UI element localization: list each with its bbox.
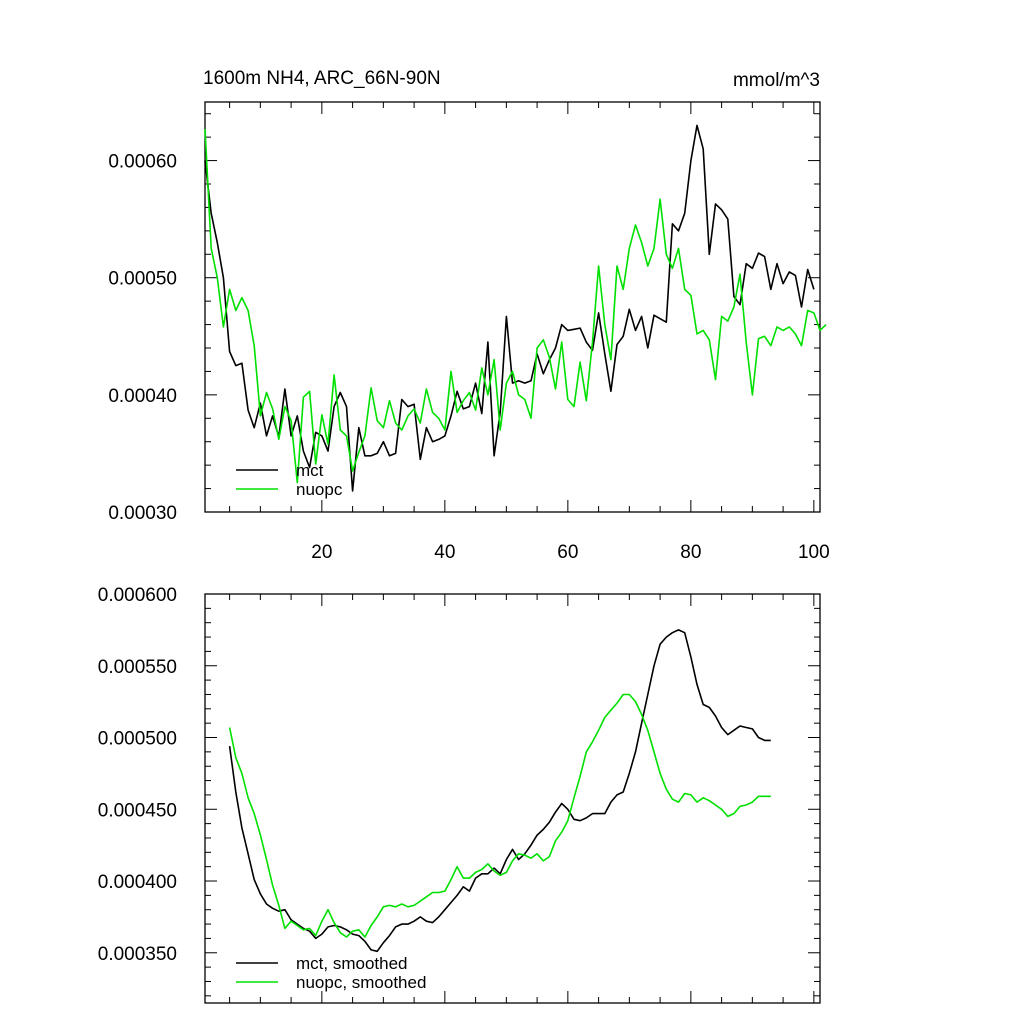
legend-label: nuopc — [296, 480, 343, 499]
y-tick-label: 0.000450 — [98, 800, 177, 821]
y-tick-label: 0.00060 — [108, 152, 177, 173]
series-line-mct — [204, 124, 815, 492]
x-tick-label: 100 — [798, 542, 830, 563]
y-tick-label: 0.000400 — [98, 872, 177, 893]
bottom-panel: 0.000350 0.000400 0.000450 0.000500 0.000550… — [98, 585, 821, 1004]
units-label: mmol/m^3 — [733, 70, 820, 91]
series-line-nuopc-smoothed — [228, 693, 771, 938]
series-line-mct-smoothed — [228, 629, 771, 953]
chart-title: 1600m NH4, ARC_66N-90N — [203, 68, 441, 89]
x-tick-label: 60 — [557, 542, 578, 563]
x-tick-label: 80 — [680, 542, 701, 563]
y-tick-label: 0.000550 — [98, 657, 177, 678]
y-tick-label: 0.000350 — [98, 944, 177, 965]
y-tick-label: 0.00030 — [108, 503, 177, 524]
top-panel: 1600m NH4, ARC_66N-90N mmol/m^3 0.00030 0… — [108, 68, 829, 563]
x-tick-label: 40 — [434, 542, 455, 563]
x-tick-label: 20 — [311, 542, 332, 563]
legend-label: nuopc, smoothed — [296, 973, 426, 992]
plot-frame — [204, 593, 821, 1004]
legend-label: mct — [296, 461, 324, 480]
y-tick-label: 0.00050 — [108, 269, 177, 290]
series-line-nuopc — [204, 128, 827, 484]
y-tick-label: 0.000500 — [98, 729, 177, 750]
legend-label: mct, smoothed — [296, 954, 408, 973]
y-tick-label: 0.000600 — [98, 585, 177, 606]
plot-frame — [204, 101, 821, 513]
y-tick-label: 0.00040 — [108, 386, 177, 407]
